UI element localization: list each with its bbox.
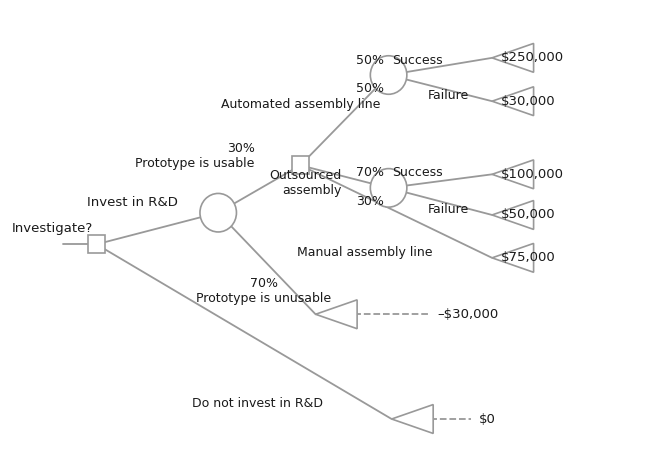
Ellipse shape <box>200 193 237 232</box>
Text: Automated assembly line: Automated assembly line <box>220 98 380 111</box>
Text: 30%
Prototype is usable: 30% Prototype is usable <box>135 142 255 170</box>
Text: Success: Success <box>392 166 442 179</box>
Text: Failure: Failure <box>428 90 469 102</box>
Bar <box>292 156 309 174</box>
Polygon shape <box>315 300 357 329</box>
Polygon shape <box>492 201 534 229</box>
Text: $30,000: $30,000 <box>501 95 556 108</box>
Text: $0: $0 <box>479 413 496 425</box>
Text: Do not invest in R&D: Do not invest in R&D <box>192 398 323 410</box>
Text: Manual assembly line: Manual assembly line <box>296 246 432 259</box>
Text: 70%
Prototype is unusable: 70% Prototype is unusable <box>196 277 332 305</box>
Text: Outsourced
assembly: Outsourced assembly <box>269 170 341 197</box>
Bar <box>88 235 105 253</box>
Polygon shape <box>492 160 534 189</box>
Text: $75,000: $75,000 <box>501 251 556 264</box>
Text: Success: Success <box>392 54 442 67</box>
Polygon shape <box>492 87 534 116</box>
Polygon shape <box>392 404 433 433</box>
Text: 70%: 70% <box>356 166 384 179</box>
Polygon shape <box>492 43 534 72</box>
Polygon shape <box>492 244 534 272</box>
Text: $100,000: $100,000 <box>501 168 564 181</box>
Text: 50%: 50% <box>356 54 384 67</box>
Text: –$30,000: –$30,000 <box>437 308 499 321</box>
Text: Investigate?: Investigate? <box>12 222 94 235</box>
Text: Invest in R&D: Invest in R&D <box>86 196 177 209</box>
Ellipse shape <box>370 56 407 94</box>
Ellipse shape <box>370 169 407 207</box>
Text: $250,000: $250,000 <box>501 51 564 64</box>
Text: 30%: 30% <box>356 195 384 208</box>
Text: Failure: Failure <box>428 203 469 216</box>
Text: 50%: 50% <box>356 82 384 95</box>
Text: $50,000: $50,000 <box>501 208 556 222</box>
